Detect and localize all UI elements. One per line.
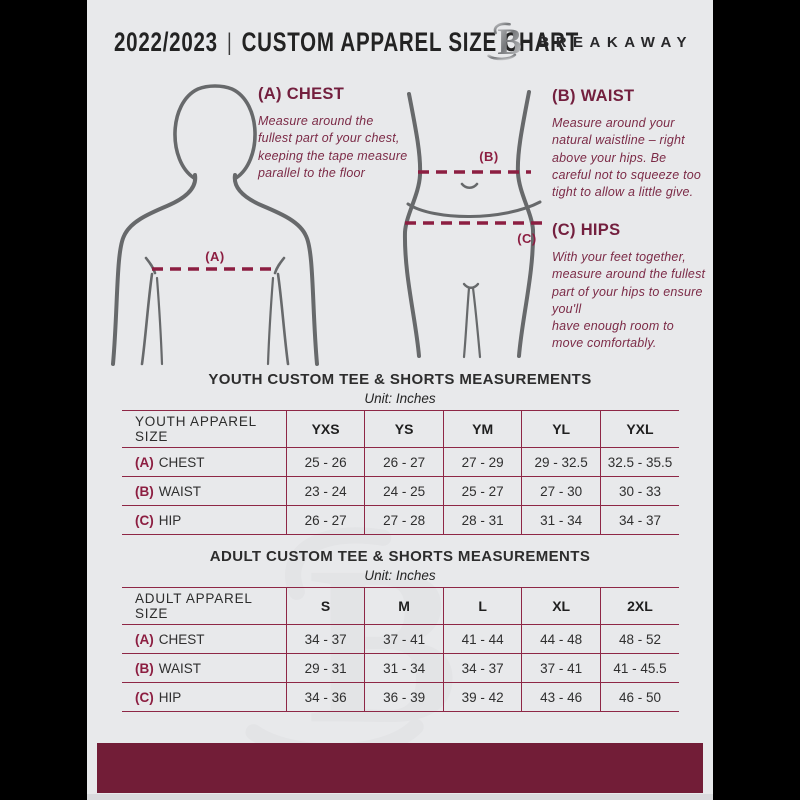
- row-label: (B) WAIST: [135, 483, 201, 499]
- size-cell: 34 - 37: [285, 624, 365, 654]
- column-header: YL: [521, 410, 601, 448]
- size-cell: 34 - 37: [442, 653, 522, 683]
- size-cell: 27 - 28: [364, 505, 444, 535]
- row-marker: (A): [135, 631, 154, 647]
- youth-section-title: YOUTH CUSTOM TEE & SHORTS MEASUREMENTS: [208, 371, 592, 388]
- column-header: M: [364, 587, 444, 625]
- row-marker: (B): [135, 660, 154, 676]
- title-year: 2022/2023: [114, 27, 218, 57]
- size-cell: 23 - 24: [285, 476, 365, 506]
- hips-guide-body: With your feet together, measure around …: [552, 250, 706, 351]
- chest-marker-label: (A): [205, 249, 225, 264]
- waist-guide: (B) WAIST Measure around your natural wa…: [552, 87, 707, 201]
- size-cell: 26 - 27: [364, 447, 444, 477]
- breakaway-logo-icon: B: [486, 17, 528, 68]
- page-title: 2022/2023 | CUSTOM APPAREL SIZE CHART: [114, 27, 579, 58]
- size-cell: 26 - 27: [285, 505, 365, 535]
- waist-marker-label: (B): [479, 149, 499, 164]
- table-row: (B) WAIST 23 - 24 24 - 25 25 - 27 27 - 30…: [122, 476, 679, 506]
- table-row: (C) HIP 26 - 27 27 - 28 28 - 31 31 - 34 3…: [122, 505, 679, 535]
- size-cell: 41 - 44: [442, 624, 522, 654]
- size-cell: 25 - 27: [442, 476, 522, 506]
- column-header: YOUTH APPAREL SIZE: [135, 414, 257, 444]
- size-cell: 34 - 37: [599, 505, 679, 535]
- row-marker: (C): [135, 512, 154, 528]
- column-header: YXL: [599, 410, 679, 448]
- column-header: YM: [442, 410, 522, 448]
- row-label: (C) HIP: [135, 689, 182, 705]
- column-header: ADULT APPAREL SIZE: [135, 591, 253, 621]
- size-cell: 27 - 29: [442, 447, 522, 477]
- size-cell: 39 - 42: [442, 682, 522, 712]
- size-cell: 31 - 34: [521, 505, 601, 535]
- chest-guide-body: Measure around the fullest part of your …: [258, 114, 408, 180]
- row-label: (A) CHEST: [135, 454, 205, 470]
- column-header: S: [285, 587, 365, 625]
- hips-guide-heading: (C) HIPS: [552, 221, 621, 239]
- adult-section-unit: Unit: Inches: [364, 568, 436, 583]
- size-cell: 24 - 25: [364, 476, 444, 506]
- chest-guide: (A) CHEST Measure around the fullest par…: [258, 85, 410, 182]
- footer-accent-bar: [97, 743, 703, 793]
- size-cell: 37 - 41: [364, 624, 444, 654]
- column-header: YXS: [285, 410, 365, 448]
- size-cell: 37 - 41: [521, 653, 601, 683]
- size-cell: 43 - 46: [521, 682, 601, 712]
- hips-guide: (C) HIPS With your feet together, measur…: [552, 221, 708, 353]
- size-cell: 27 - 30: [521, 476, 601, 506]
- waist-guide-heading: (B) WAIST: [552, 87, 635, 105]
- title-separator: |: [226, 29, 233, 56]
- size-cell: 25 - 26: [285, 447, 365, 477]
- adult-size-table: ADULT APPAREL SIZE S M L XL 2XL (A) CHEST…: [122, 587, 679, 712]
- row-marker: (C): [135, 689, 154, 705]
- youth-section-unit: Unit: Inches: [364, 391, 436, 406]
- table-header-row: YOUTH APPAREL SIZE YXS YS YM YL YXL: [122, 410, 679, 448]
- size-cell: 34 - 36: [285, 682, 365, 712]
- row-label: (B) WAIST: [135, 660, 201, 676]
- column-header: 2XL: [599, 587, 679, 625]
- waist-guide-body: Measure around your natural waistline – …: [552, 116, 702, 199]
- brand-lockup: B BREAKAWAY: [486, 17, 687, 68]
- size-cell: 36 - 39: [364, 682, 444, 712]
- size-chart-page: B 2022/2023 | CUSTOM APPAREL SIZE CHART B …: [87, 0, 713, 800]
- adult-section-title: ADULT CUSTOM TEE & SHORTS MEASUREMENTS: [209, 548, 591, 565]
- column-header: YS: [364, 410, 444, 448]
- table-row: (A) CHEST 34 - 37 37 - 41 41 - 44 44 - 48…: [122, 624, 679, 654]
- chest-guide-heading: (A) CHEST: [258, 85, 345, 103]
- column-header: L: [442, 587, 522, 625]
- row-label: (A) CHEST: [135, 631, 205, 647]
- table-row: (C) HIP 34 - 36 36 - 39 39 - 42 43 - 46 4…: [122, 682, 679, 712]
- column-header: XL: [521, 587, 601, 625]
- table-header-row: ADULT APPAREL SIZE S M L XL 2XL: [122, 587, 679, 625]
- brand-name: BREAKAWAY: [538, 34, 693, 51]
- size-cell: 30 - 33: [599, 476, 679, 506]
- svg-text:B: B: [498, 21, 523, 62]
- size-cell: 29 - 31: [285, 653, 365, 683]
- chest-measurement-figure: (A): [110, 76, 320, 373]
- row-label: (C) HIP: [135, 512, 182, 528]
- hip-marker-label: (C): [517, 231, 537, 246]
- size-cell: 44 - 48: [521, 624, 601, 654]
- size-cell: 41 - 45.5: [599, 653, 679, 683]
- table-row: (B) WAIST 29 - 31 31 - 34 34 - 37 37 - 41…: [122, 653, 679, 683]
- size-cell: 32.5 - 35.5: [599, 447, 679, 477]
- row-marker: (B): [135, 483, 154, 499]
- size-cell: 28 - 31: [442, 505, 522, 535]
- row-marker: (A): [135, 454, 154, 470]
- size-cell: 46 - 50: [599, 682, 679, 712]
- waist-hip-measurement-figure: (B) (C): [392, 80, 557, 367]
- size-cell: 48 - 52: [599, 624, 679, 654]
- table-row: (A) CHEST 25 - 26 26 - 27 27 - 29 29 - 32…: [122, 447, 679, 477]
- size-cell: 31 - 34: [364, 653, 444, 683]
- youth-size-table: YOUTH APPAREL SIZE YXS YS YM YL YXL (A) C…: [122, 410, 679, 535]
- title-main: CUSTOM APPAREL SIZE CHART: [241, 27, 580, 57]
- size-cell: 29 - 32.5: [521, 447, 601, 477]
